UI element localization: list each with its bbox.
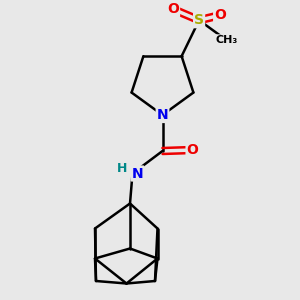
Text: H: H	[117, 162, 128, 175]
Text: S: S	[194, 13, 204, 27]
Text: N: N	[132, 167, 143, 181]
Text: N: N	[157, 108, 168, 122]
Text: O: O	[214, 8, 226, 22]
Text: O: O	[167, 2, 179, 16]
Text: O: O	[187, 143, 198, 157]
Text: CH₃: CH₃	[215, 35, 238, 45]
